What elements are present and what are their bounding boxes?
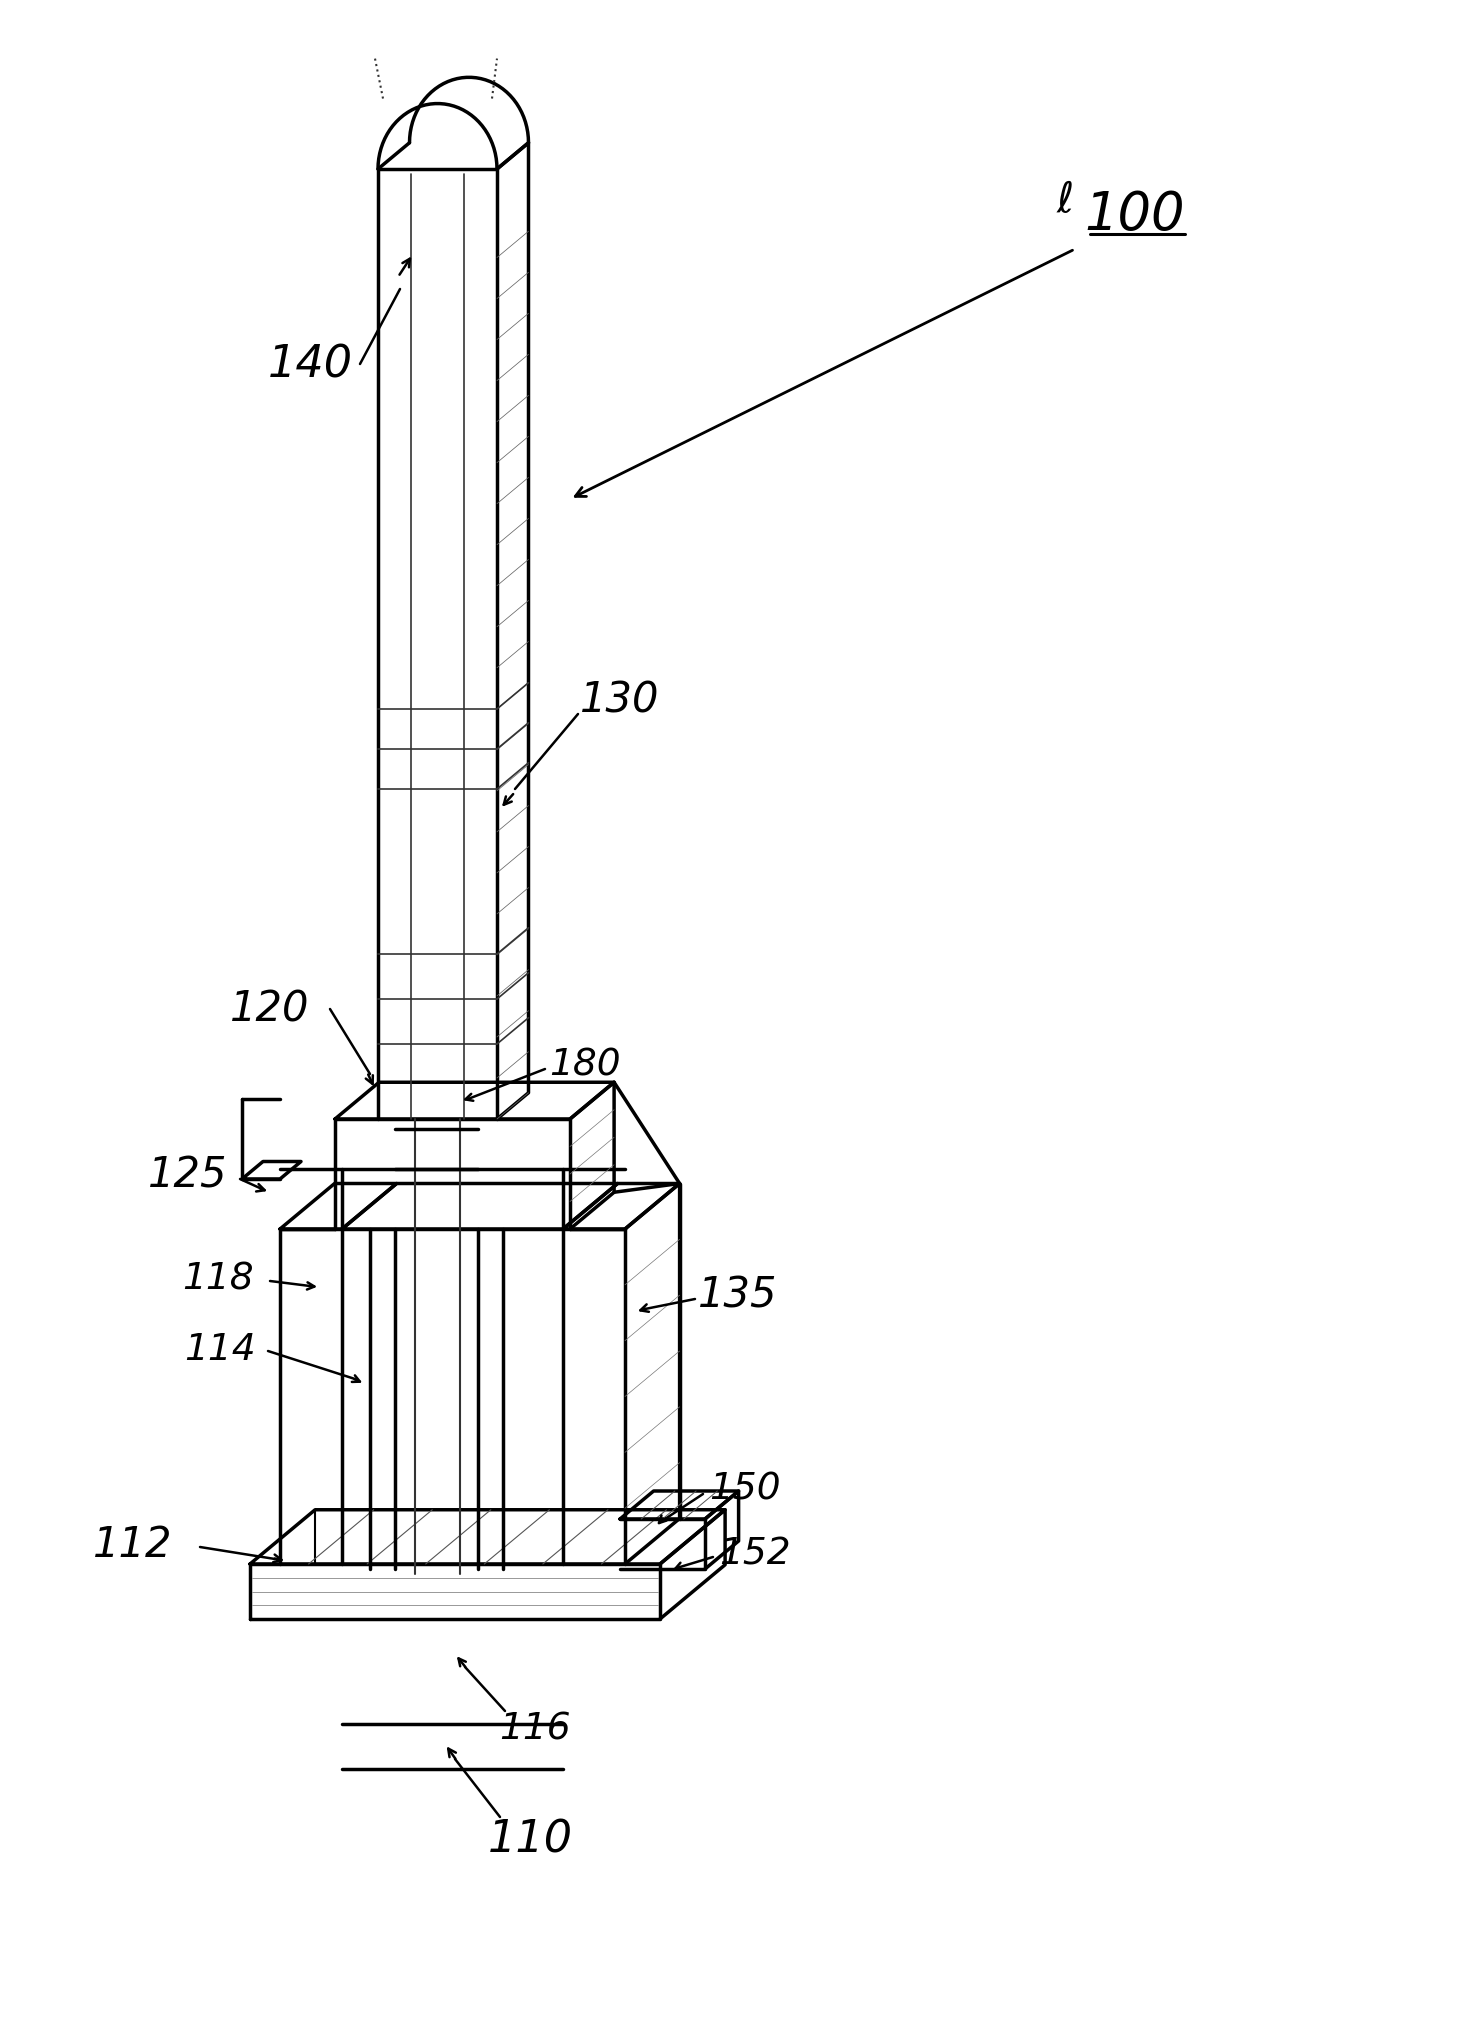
Text: 114: 114 [184,1331,255,1368]
Text: ℓ: ℓ [1056,179,1074,220]
Text: 140: 140 [267,343,353,385]
Text: 120: 120 [230,989,310,1030]
Text: 118: 118 [183,1262,254,1297]
Text: 110: 110 [487,1817,572,1860]
Text: 152: 152 [720,1535,791,1572]
Text: 180: 180 [549,1046,621,1083]
Text: 112: 112 [93,1523,173,1566]
Text: 150: 150 [709,1472,780,1507]
Text: 116: 116 [499,1711,571,1747]
Text: 100: 100 [1084,190,1186,241]
Text: 125: 125 [149,1154,227,1195]
Text: 135: 135 [698,1274,777,1315]
Text: 130: 130 [580,679,659,720]
